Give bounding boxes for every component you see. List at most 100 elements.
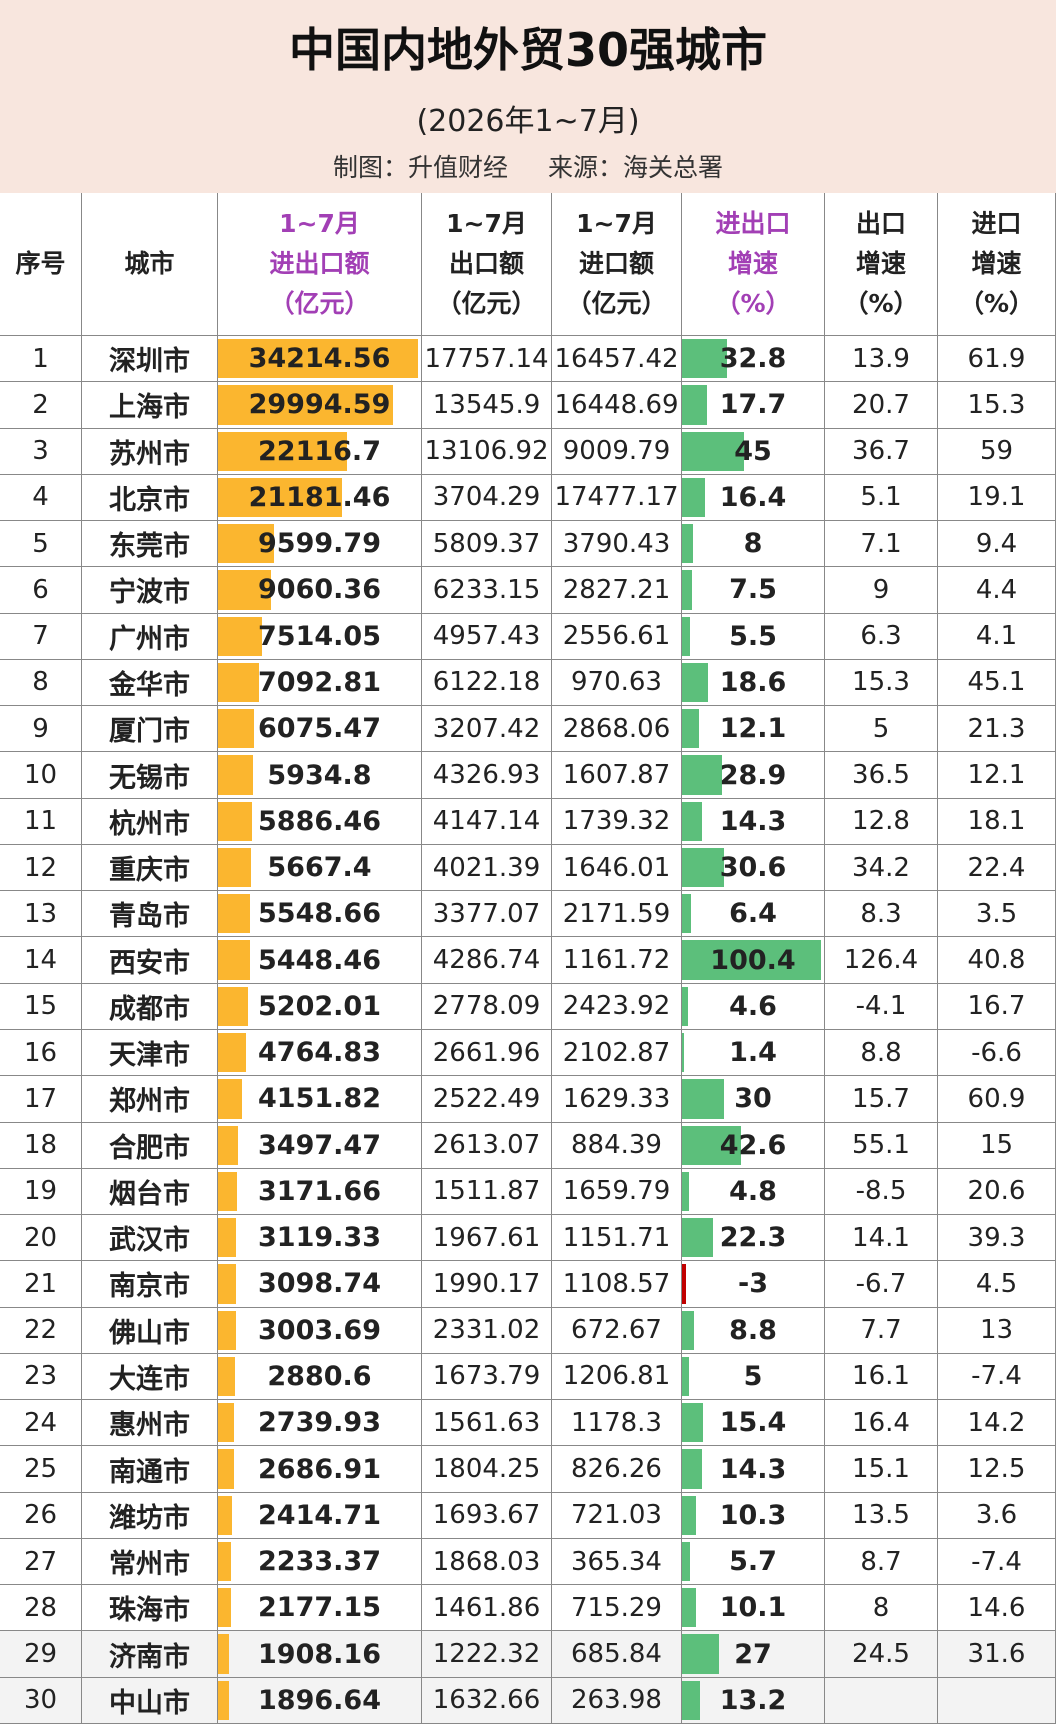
cell-text: 59 bbox=[979, 436, 1014, 467]
cell-text: 10.1 bbox=[719, 1592, 787, 1624]
table-cell: 20 bbox=[0, 1215, 82, 1262]
data-bar bbox=[682, 1680, 701, 1720]
table-cell: 7514.05 bbox=[218, 613, 422, 660]
cell-text: 40.8 bbox=[967, 945, 1026, 976]
cell-text: 23 bbox=[23, 1361, 58, 1392]
table-cell: 武汉市 bbox=[82, 1215, 218, 1262]
table-cell: 成都市 bbox=[82, 983, 218, 1030]
cell-text: 39.3 bbox=[967, 1222, 1026, 1253]
data-bar bbox=[682, 616, 690, 656]
table-cell: 685.84 bbox=[552, 1631, 682, 1678]
cell-text: 28.9 bbox=[719, 759, 787, 791]
data-bar bbox=[218, 986, 249, 1026]
data-bar bbox=[218, 1356, 235, 1397]
table-cell: 3497.47 bbox=[218, 1122, 422, 1169]
cell-text: 27 bbox=[23, 1546, 58, 1577]
table-cell: 42.6 bbox=[682, 1122, 825, 1169]
cell-text: 2423.92 bbox=[562, 991, 671, 1022]
cell-text: 2102.87 bbox=[562, 1037, 671, 1068]
cell-text: 27 bbox=[734, 1638, 772, 1670]
cell-text: 4.4 bbox=[975, 574, 1018, 605]
table-cell: 4326.93 bbox=[422, 752, 552, 799]
title: 中国内地外贸30强城市 bbox=[288, 23, 767, 77]
cell-text: 9009.79 bbox=[562, 436, 671, 467]
cell-text: 1868.03 bbox=[432, 1546, 541, 1577]
cell-text: 13 bbox=[979, 1315, 1014, 1346]
table-cell: 1896.64 bbox=[218, 1677, 422, 1724]
table-cell: 4151.82 bbox=[218, 1076, 422, 1123]
cell-text: 29994.59 bbox=[248, 389, 391, 421]
table-cell: 715.29 bbox=[552, 1585, 682, 1632]
cell-text: 1 bbox=[32, 343, 49, 374]
column-header: 进出口 增速 （%） bbox=[682, 193, 825, 336]
table-cell: 2739.93 bbox=[218, 1400, 422, 1447]
column-header: 1~7月 出口额 （亿元） bbox=[422, 193, 552, 336]
cell-text: 34214.56 bbox=[248, 343, 391, 375]
cell-text: 济南市 bbox=[109, 1641, 190, 1673]
cell-text: 3207.42 bbox=[432, 713, 541, 744]
header-line: 1~7月 bbox=[279, 209, 360, 238]
cell-text: 13.2 bbox=[719, 1684, 787, 1716]
table-cell: 55.1 bbox=[825, 1122, 938, 1169]
table-cell: 36.7 bbox=[825, 428, 938, 475]
cell-text: 14.3 bbox=[719, 805, 787, 837]
cell-text: 100.4 bbox=[710, 944, 796, 976]
table-cell: 10 bbox=[0, 752, 82, 799]
cell-text: 22116.7 bbox=[258, 435, 381, 467]
table-cell: 合肥市 bbox=[82, 1122, 218, 1169]
cell-text: 13 bbox=[23, 898, 58, 929]
cell-text: 5 bbox=[32, 528, 49, 559]
cell-text: -7.4 bbox=[971, 1546, 1022, 1577]
cell-text: 5548.66 bbox=[258, 898, 381, 930]
table-cell: 3 bbox=[0, 428, 82, 475]
cell-text: 4326.93 bbox=[432, 760, 541, 791]
table-cell: 广州市 bbox=[82, 613, 218, 660]
cell-text: 6 bbox=[32, 574, 49, 605]
table-cell: 14.3 bbox=[682, 1446, 825, 1493]
cell-text: 2177.15 bbox=[258, 1592, 381, 1624]
cell-text: 1.4 bbox=[729, 1037, 777, 1069]
table-cell: 2414.71 bbox=[218, 1492, 422, 1539]
table-cell: 11 bbox=[0, 798, 82, 845]
table-cell: 884.39 bbox=[552, 1122, 682, 1169]
cell-text: 1629.33 bbox=[562, 1083, 671, 1114]
cell-text: 9599.79 bbox=[258, 528, 381, 560]
column-header: 进口 增速 （%） bbox=[938, 193, 1056, 336]
table-cell: 16 bbox=[0, 1030, 82, 1077]
cell-text: 深圳市 bbox=[109, 346, 190, 378]
cell-text: 4147.14 bbox=[432, 806, 541, 837]
table-cell: 5667.4 bbox=[218, 844, 422, 892]
table-cell: 济南市 bbox=[82, 1631, 218, 1678]
table-cell: 672.67 bbox=[552, 1307, 682, 1354]
cell-text: 13.9 bbox=[852, 343, 910, 374]
cell-text: 3171.66 bbox=[258, 1175, 381, 1207]
cell-text: 5202.01 bbox=[258, 990, 381, 1022]
table-cell: 4764.83 bbox=[218, 1030, 422, 1077]
table-cell: 8.3 bbox=[825, 891, 938, 938]
table-cell: 2686.91 bbox=[218, 1446, 422, 1493]
table-cell: 6075.47 bbox=[218, 706, 422, 753]
table-cell: 12.1 bbox=[682, 706, 825, 753]
cell-text: 1693.67 bbox=[432, 1500, 541, 1531]
cell-text: 18 bbox=[23, 1130, 58, 1161]
cell-text: 3497.47 bbox=[258, 1129, 381, 1161]
table-cell: 27 bbox=[682, 1631, 825, 1678]
table-cell: 2423.92 bbox=[552, 983, 682, 1030]
cell-text: 16457.42 bbox=[554, 343, 679, 374]
header-line: 出口额 bbox=[448, 249, 524, 278]
cell-text: 8.3 bbox=[860, 898, 902, 929]
cell-text: 14.2 bbox=[967, 1407, 1026, 1438]
cell-text: 2556.61 bbox=[562, 621, 671, 652]
table-cell: 2827.21 bbox=[552, 567, 682, 614]
table-cell: 13 bbox=[0, 891, 82, 938]
data-bar bbox=[218, 1079, 243, 1119]
table-cell: 7 bbox=[0, 613, 82, 660]
table-cell: 金华市 bbox=[82, 659, 218, 707]
table-cell: 中山市 bbox=[82, 1677, 218, 1724]
table-cell: 14 bbox=[0, 937, 82, 984]
table-cell: 5.1 bbox=[825, 474, 938, 522]
table-cell: 1673.79 bbox=[422, 1353, 552, 1401]
data-bar bbox=[682, 385, 707, 425]
table-cell: 20.6 bbox=[938, 1168, 1056, 1216]
table-cell: 东莞市 bbox=[82, 521, 218, 568]
